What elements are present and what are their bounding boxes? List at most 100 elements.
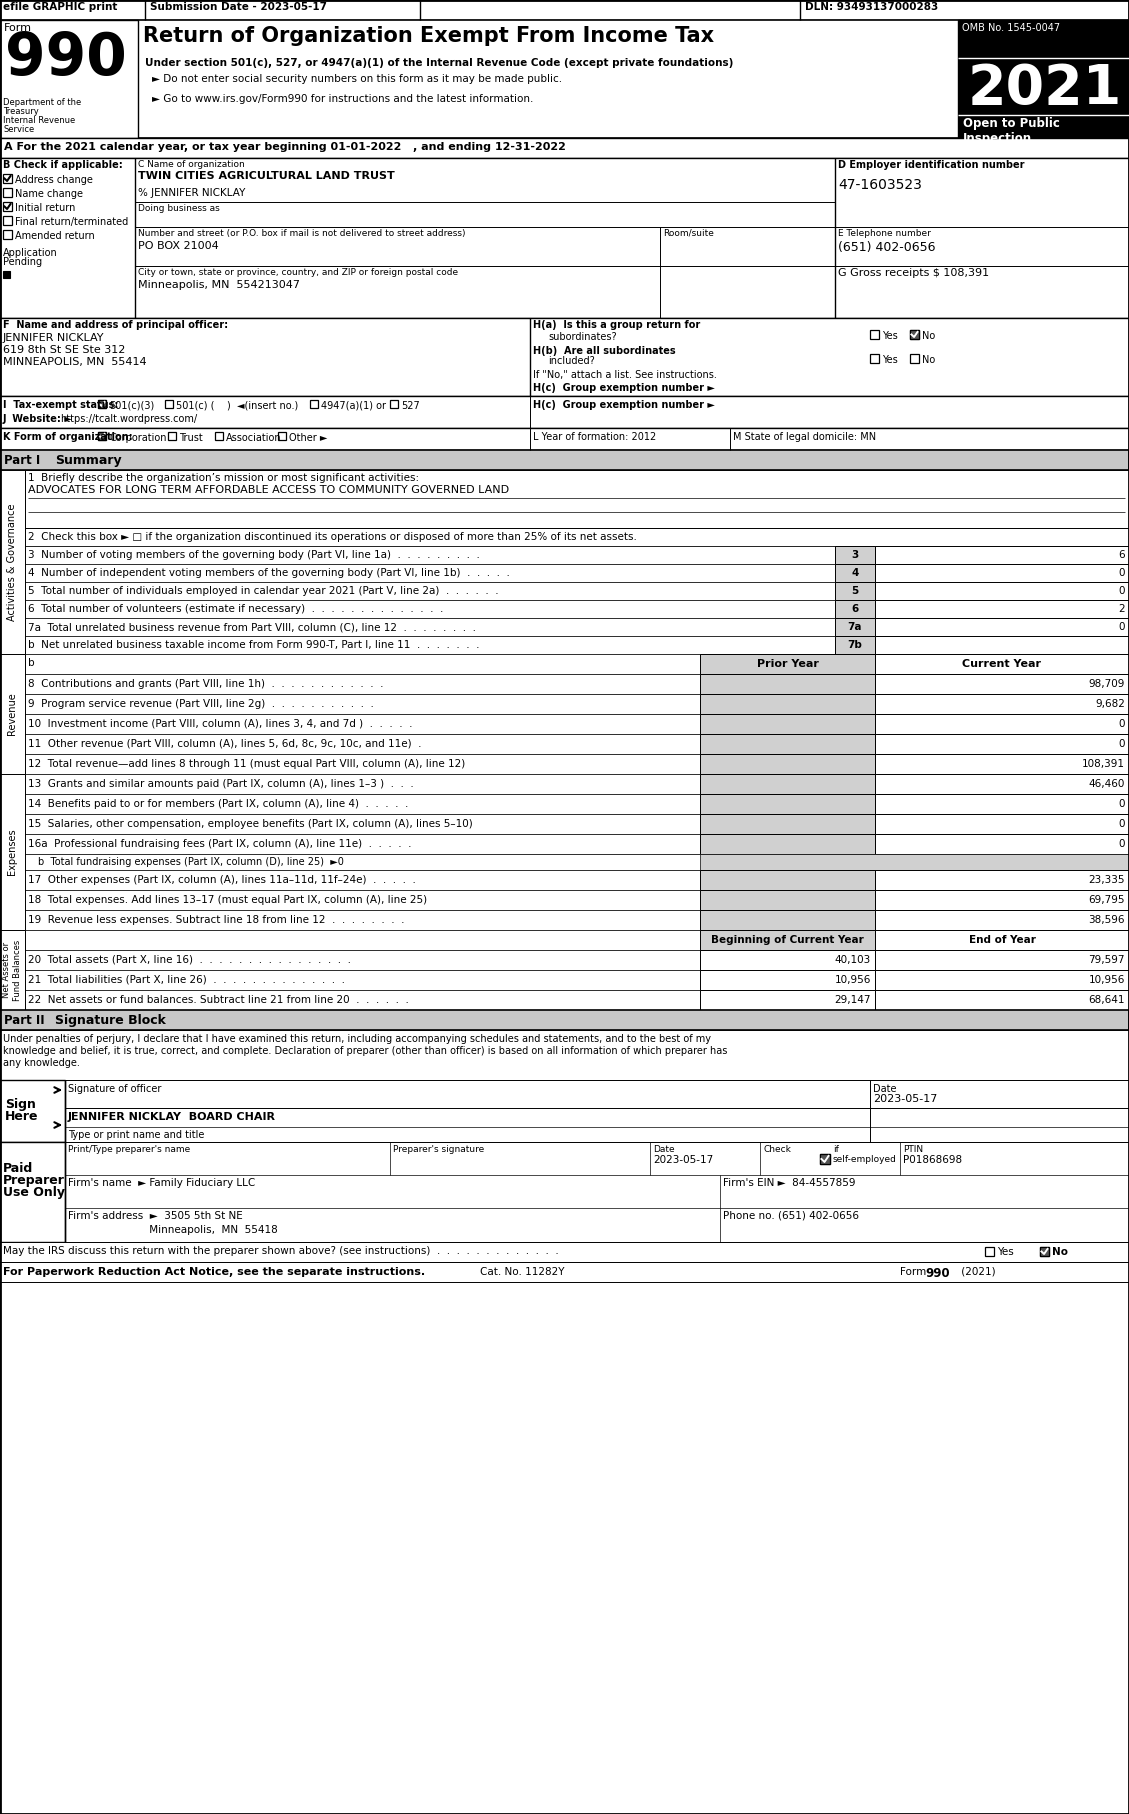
Text: If "No," attach a list. See instructions.: If "No," attach a list. See instructions… (533, 370, 717, 379)
Text: Part II: Part II (5, 1014, 45, 1027)
Bar (25, 970, 1129, 990)
Bar (25, 528, 1129, 546)
Bar (25, 834, 1129, 854)
Bar (3, 189, 12, 198)
Bar (875, 834, 1129, 854)
Text: Expenses: Expenses (7, 829, 17, 876)
Text: 21  Total liabilities (Part X, line 26)  .  .  .  .  .  .  .  .  .  .  .  .  .  : 21 Total liabilities (Part X, line 26) .… (28, 974, 345, 985)
Text: Initial return: Initial return (15, 203, 76, 212)
Text: 10  Investment income (Part VIII, column (A), lines 3, 4, and 7d )  .  .  .  .  : 10 Investment income (Part VIII, column … (28, 718, 412, 729)
Bar (25, 715, 1129, 735)
Text: Yes: Yes (882, 330, 898, 341)
Bar (25, 637, 1129, 655)
Text: A For the 2021 calendar year, or tax year beginning 01-01-2022   , and ending 12: A For the 2021 calendar year, or tax yea… (5, 141, 566, 152)
Text: F  Name and address of principal officer:: F Name and address of principal officer: (3, 319, 228, 330)
Text: Address change: Address change (15, 174, 93, 185)
Bar (700, 715, 875, 735)
Text: 10,956: 10,956 (834, 974, 870, 985)
Bar (0, 1079, 65, 1143)
Bar (700, 655, 875, 675)
Text: Use Only: Use Only (3, 1186, 65, 1199)
Bar (700, 970, 875, 990)
Text: Pending: Pending (3, 258, 42, 267)
Text: Check: Check (763, 1145, 791, 1154)
Text: Corporation: Corporation (110, 434, 166, 443)
Text: Beginning of Current Year: Beginning of Current Year (711, 934, 864, 945)
Text: J  Website: ►: J Website: ► (3, 414, 72, 424)
Text: 6  Total number of volunteers (estimate if necessary)  .  .  .  .  .  .  .  .  .: 6 Total number of volunteers (estimate i… (28, 604, 444, 613)
Text: 46,460: 46,460 (1088, 778, 1124, 789)
Text: 10,956: 10,956 (1088, 974, 1124, 985)
Text: H(a)  Is this a group return for: H(a) Is this a group return for (533, 319, 700, 330)
Text: Summary: Summary (55, 454, 122, 466)
Bar (0, 1010, 1129, 1030)
Text: 16a  Professional fundraising fees (Part IX, column (A), line 11e)  .  .  .  .  : 16a Professional fundraising fees (Part … (28, 840, 411, 849)
Text: 108,391: 108,391 (1082, 758, 1124, 769)
Text: PTIN: PTIN (903, 1145, 924, 1154)
Text: Firm's address  ►  3505 5th St NE: Firm's address ► 3505 5th St NE (68, 1212, 243, 1221)
Bar (3, 216, 12, 225)
Text: 47-1603523: 47-1603523 (838, 178, 922, 192)
Bar (98, 432, 106, 441)
Bar (0, 317, 1129, 395)
Bar (0, 1079, 1129, 1143)
Text: Internal Revenue: Internal Revenue (3, 116, 76, 125)
Text: No: No (922, 356, 935, 365)
Text: Cat. No. 11282Y: Cat. No. 11282Y (480, 1266, 564, 1277)
Bar (835, 619, 875, 637)
Text: OMB No. 1545-0047: OMB No. 1545-0047 (962, 24, 1060, 33)
Text: (651) 402-0656: (651) 402-0656 (838, 241, 936, 254)
Text: 4  Number of independent voting members of the governing body (Part VI, line 1b): 4 Number of independent voting members o… (28, 568, 510, 579)
Bar (0, 395, 1129, 428)
Text: included?: included? (548, 356, 595, 366)
Text: 14  Benefits paid to or for members (Part IX, column (A), line 4)  .  .  .  .  .: 14 Benefits paid to or for members (Part… (28, 798, 409, 809)
Text: 619 8th St SE Ste 312: 619 8th St SE Ste 312 (3, 345, 125, 356)
Bar (875, 814, 1129, 834)
Bar (25, 675, 1129, 695)
Text: Current Year: Current Year (963, 658, 1041, 669)
Text: 29,147: 29,147 (834, 996, 870, 1005)
Text: Amended return: Amended return (15, 230, 95, 241)
Bar (875, 775, 1129, 795)
Text: 4947(a)(1) or: 4947(a)(1) or (321, 401, 386, 412)
Bar (0, 158, 1129, 317)
Text: Yes: Yes (997, 1246, 1014, 1257)
Text: 5: 5 (851, 586, 859, 597)
Bar (25, 470, 1129, 528)
Text: 38,596: 38,596 (1088, 914, 1124, 925)
Text: Minneapolis, MN  554213047: Minneapolis, MN 554213047 (138, 279, 300, 290)
Text: Form: Form (5, 24, 32, 33)
Bar (835, 600, 875, 619)
Text: Activities & Governance: Activities & Governance (7, 502, 17, 620)
Text: Sign: Sign (5, 1097, 36, 1110)
Text: Under penalties of perjury, I declare that I have examined this return, includin: Under penalties of perjury, I declare th… (3, 1034, 711, 1045)
Text: Under section 501(c), 527, or 4947(a)(1) of the Internal Revenue Code (except pr: Under section 501(c), 527, or 4947(a)(1)… (145, 58, 734, 67)
Text: 68,641: 68,641 (1088, 996, 1124, 1005)
Bar (700, 990, 875, 1010)
Bar (875, 795, 1129, 814)
Bar (910, 330, 919, 339)
Text: 7a  Total unrelated business revenue from Part VIII, column (C), line 12  .  .  : 7a Total unrelated business revenue from… (28, 622, 476, 631)
Text: b  Total fundraising expenses (Part IX, column (D), line 25)  ►0: b Total fundraising expenses (Part IX, c… (38, 856, 344, 867)
Bar (0, 1143, 1129, 1243)
Bar (700, 854, 1129, 871)
Bar (875, 871, 1129, 891)
Text: PO BOX 21004: PO BOX 21004 (138, 241, 219, 250)
Bar (25, 564, 1129, 582)
Bar (0, 20, 1129, 138)
Text: H(c)  Group exemption number ►: H(c) Group exemption number ► (533, 401, 715, 410)
Bar (168, 432, 176, 441)
Bar (25, 600, 1129, 619)
Text: knowledge and belief, it is true, correct, and complete. Declaration of preparer: knowledge and belief, it is true, correc… (3, 1047, 727, 1056)
Text: 19  Revenue less expenses. Subtract line 18 from line 12  .  .  .  .  .  .  .  .: 19 Revenue less expenses. Subtract line … (28, 914, 404, 925)
Text: 0: 0 (1119, 718, 1124, 729)
Text: No: No (922, 330, 935, 341)
Text: any knowledge.: any knowledge. (3, 1058, 80, 1068)
Bar (700, 814, 875, 834)
Text: I  Tax-exempt status:: I Tax-exempt status: (3, 401, 119, 410)
Bar (700, 871, 875, 891)
Bar (3, 174, 12, 183)
Text: Paid: Paid (3, 1163, 33, 1175)
Bar (1040, 1246, 1049, 1255)
Bar (25, 814, 1129, 834)
